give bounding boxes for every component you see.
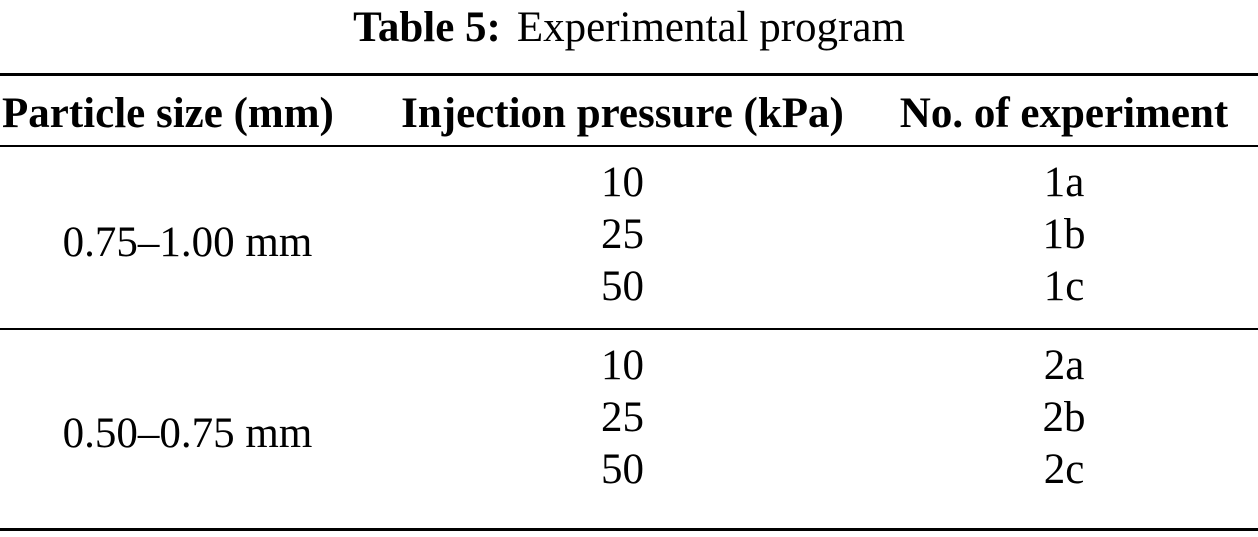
cell-pressure: 50 [601,263,644,310]
cell-particle-size-group-2: 0.50–0.75 mm [62,410,313,457]
table-row: 0.50–0.75 mm 10 2a [0,329,1258,457]
table-caption-label: Table 5: [353,4,501,51]
cell-pressure: 25 [601,211,644,258]
table-group-1: 0.75–1.00 mm 10 1a 25 1b 50 1c [0,146,1258,329]
cell-experiment: 2c [1043,446,1085,493]
col-header-particle-size: Particle size (mm) [2,89,334,137]
table-header: Particle size (mm) Injection pressure (k… [0,75,1258,146]
col-header-injection-pressure: Injection pressure (kPa) [401,89,844,137]
table-row: 50 2c [0,444,1258,530]
header-row: Particle size (mm) Injection pressure (k… [0,75,1258,146]
table-row: 0.75–1.00 mm 10 1a [0,146,1258,266]
cell-pressure: 10 [601,159,644,206]
cell-experiment: 1c [1043,263,1085,310]
table-row: 25 2b [0,392,1258,444]
cell-pressure: 50 [601,446,644,493]
col-header-no-of-experiment: No. of experiment [899,89,1229,137]
table-row: 50 1c [0,261,1258,329]
cell-experiment: 2a [1043,342,1085,389]
cell-experiment: 1a [1043,159,1085,206]
table-caption: Table 5: Experimental program [0,0,1258,73]
cell-experiment: 1b [1042,211,1086,258]
cell-pressure: 10 [601,342,644,389]
cell-particle-size-group-1: 0.75–1.00 mm [62,218,313,266]
table-row: 25 1b [0,209,1258,261]
cell-pressure: 25 [601,394,644,441]
experimental-program-table: Particle size (mm) Injection pressure (k… [0,73,1258,531]
table-group-2: 0.50–0.75 mm 10 2a 25 2b 50 2c [0,329,1258,530]
table-caption-text: Experimental program [516,4,905,51]
cell-experiment: 2b [1042,394,1086,441]
